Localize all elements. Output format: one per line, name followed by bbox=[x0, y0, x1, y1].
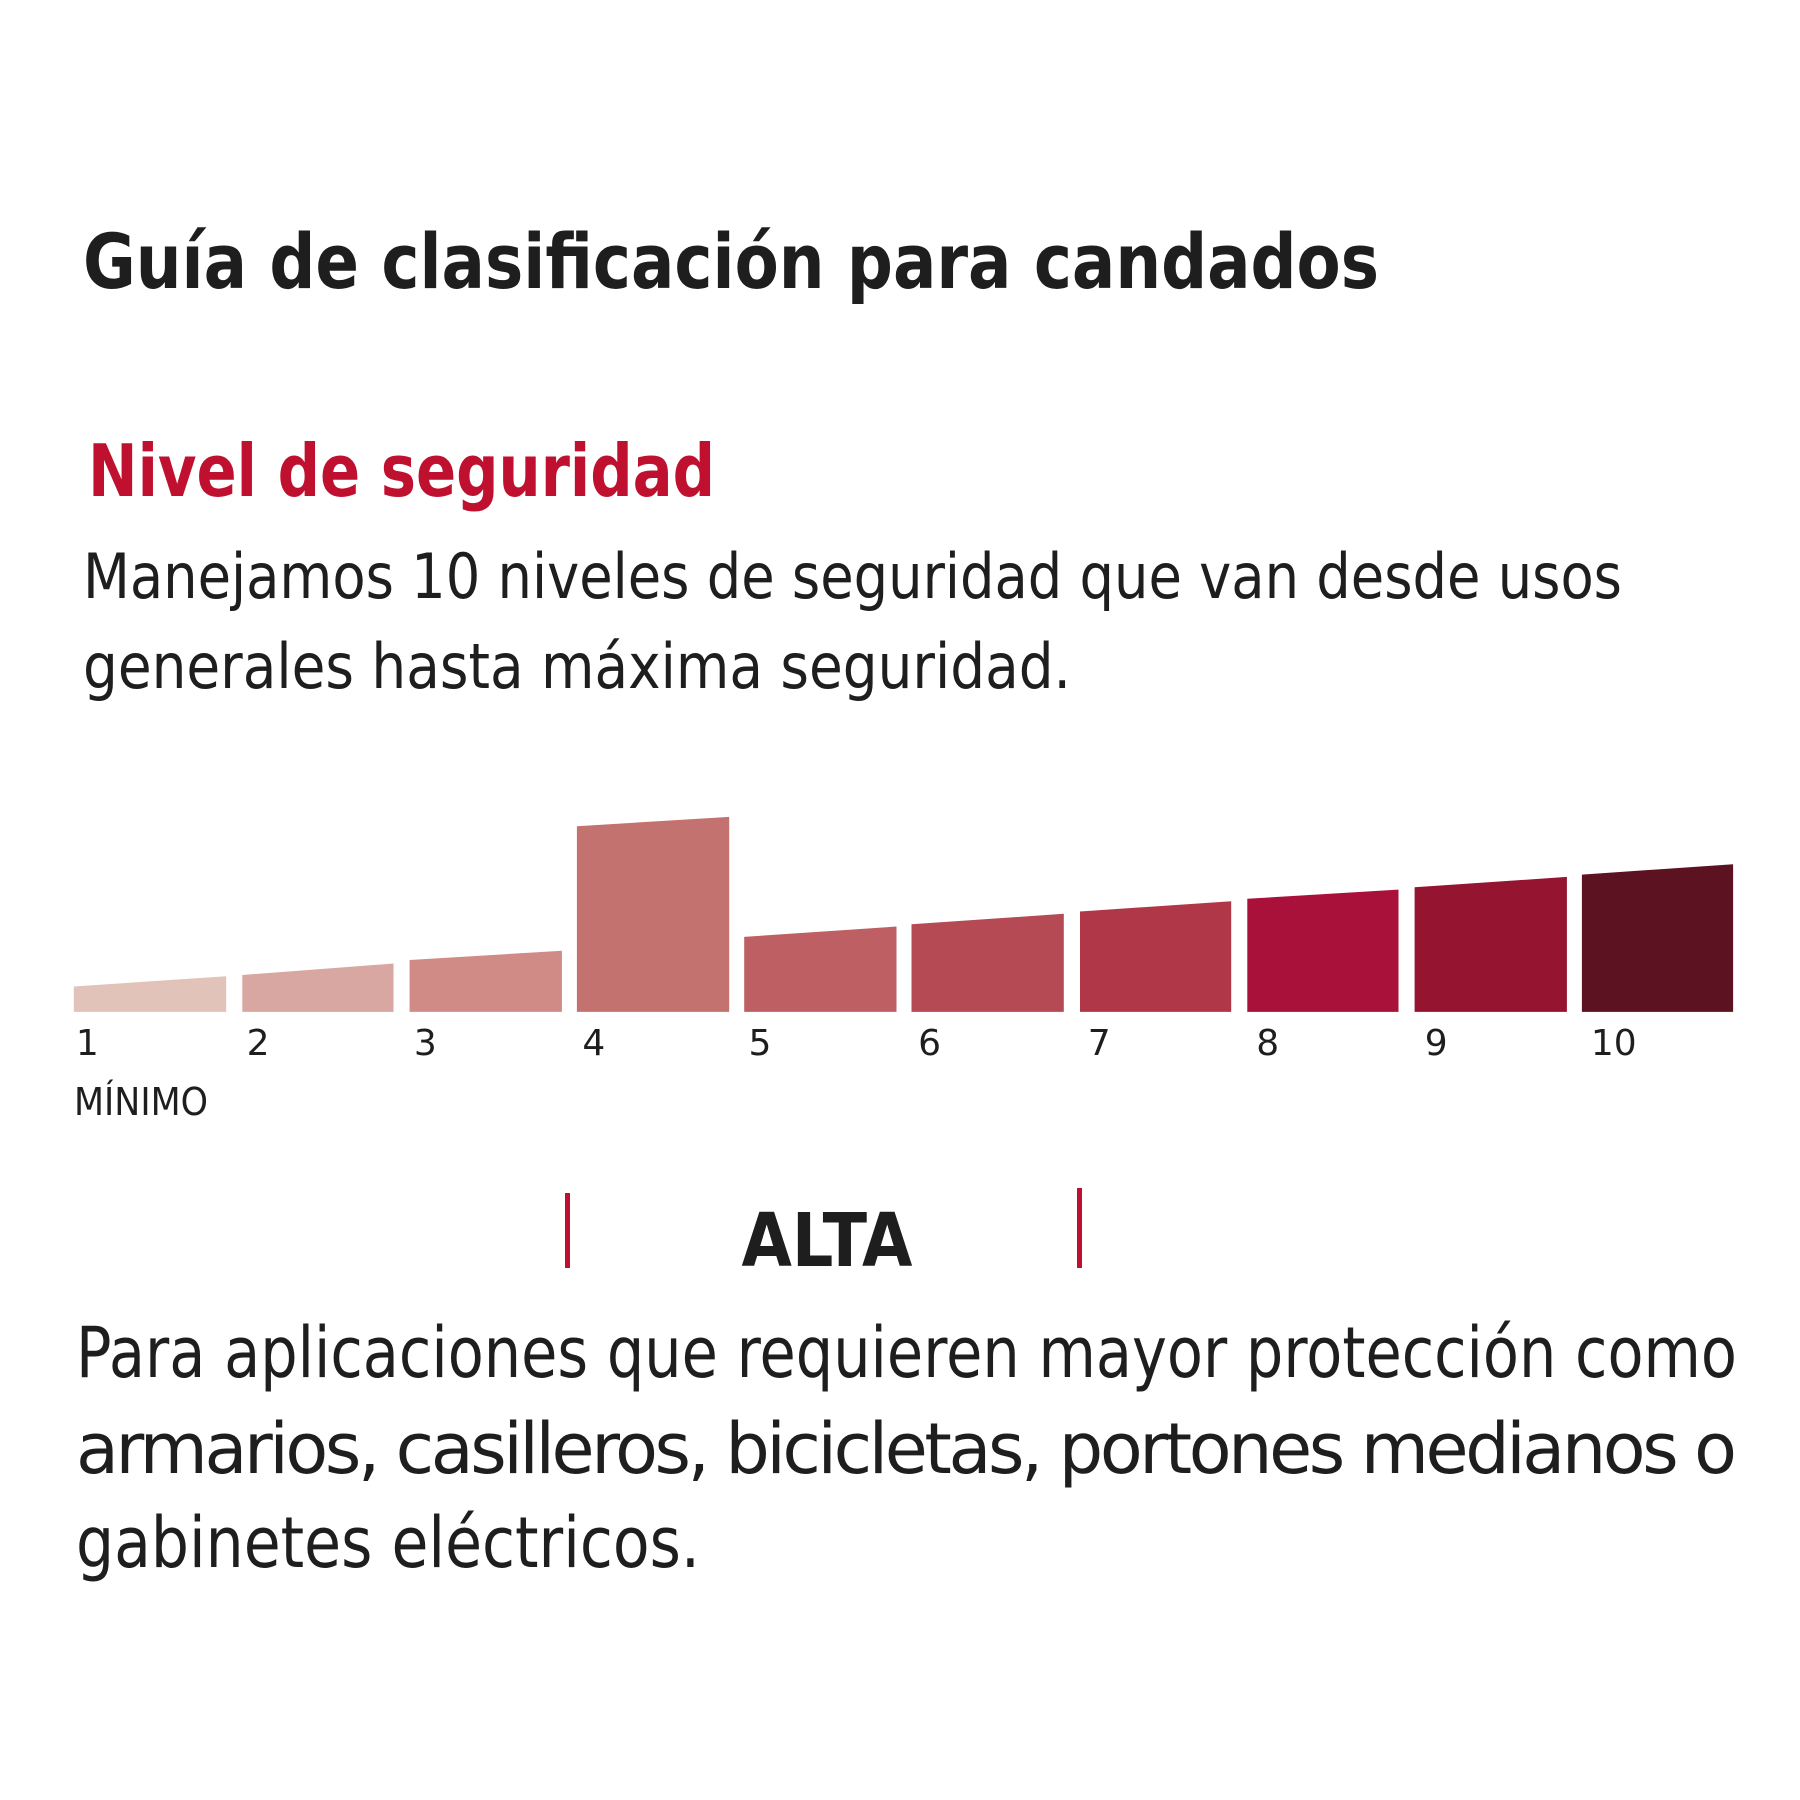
intro-line: generales hasta máxima seguridad. bbox=[83, 630, 1071, 703]
level-bar bbox=[242, 963, 394, 1012]
level-label: 4 bbox=[582, 1023, 605, 1064]
level-label: 8 bbox=[1256, 1023, 1279, 1064]
level-label: 9 bbox=[1425, 1023, 1448, 1064]
divider bbox=[565, 1193, 570, 1268]
level-bar bbox=[744, 926, 897, 1012]
description-line: armarios, casilleros, bicicletas, porton… bbox=[76, 1408, 1737, 1490]
level-label: 1 bbox=[76, 1023, 99, 1064]
level-bar bbox=[576, 816, 730, 1012]
intro-line: Manejamos 10 niveles de seguridad que va… bbox=[83, 540, 1622, 613]
description-line: gabinetes eléctricos. bbox=[76, 1502, 700, 1584]
description-line: Para aplicaciones que requieren mayor pr… bbox=[76, 1312, 1737, 1394]
rating-label: ALTA bbox=[742, 1198, 913, 1284]
level-bar bbox=[1581, 864, 1734, 1012]
level-label: 7 bbox=[1088, 1023, 1111, 1064]
title: Guía de clasificación para candados bbox=[83, 217, 1379, 306]
level-label: 5 bbox=[749, 1023, 772, 1064]
level-label: 6 bbox=[918, 1023, 941, 1064]
level-label: 10 bbox=[1591, 1023, 1637, 1064]
level-bars: 1 2 3 4 5 6 7 8 9 10 bbox=[73, 816, 1734, 1064]
divider bbox=[1077, 1188, 1082, 1268]
min-label: MÍNIMO bbox=[74, 1080, 208, 1124]
section-heading: Nivel de seguridad bbox=[88, 429, 715, 513]
level-label: 2 bbox=[247, 1023, 270, 1064]
level-bar bbox=[1414, 876, 1567, 1012]
level-bar bbox=[1080, 901, 1232, 1012]
level-bar bbox=[409, 950, 562, 1012]
level-bar bbox=[73, 976, 227, 1012]
level-label: 3 bbox=[414, 1023, 437, 1064]
level-bar bbox=[1247, 889, 1399, 1012]
level-bar bbox=[911, 913, 1064, 1012]
